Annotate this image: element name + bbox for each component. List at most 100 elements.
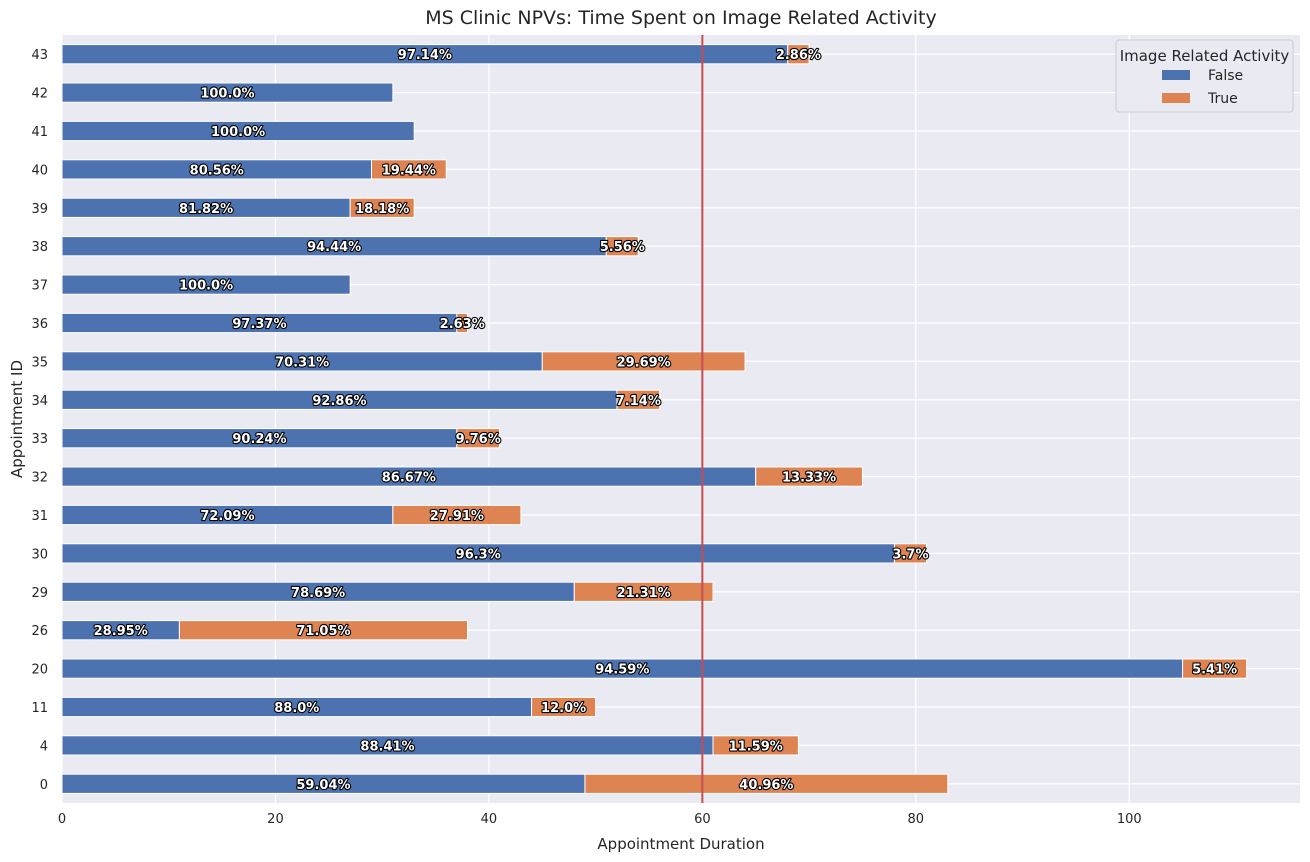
chart-title: MS Clinic NPVs: Time Spent on Image Rela…	[425, 7, 937, 29]
x-tick-labels: 0 20 40 60 80 100	[58, 812, 1142, 827]
y-tick-label: 31	[31, 509, 48, 524]
bar-false	[61, 120, 415, 142]
bar-value-label: 100.0%	[200, 87, 254, 102]
x-tick-label: 20	[267, 812, 284, 827]
bar-value-label: 96.3%	[456, 547, 501, 562]
bar-true	[456, 312, 469, 334]
bar-true	[392, 504, 522, 526]
y-tick-label: 42	[31, 87, 48, 102]
x-tick-label: 0	[58, 812, 66, 827]
bar-value-label: 12.0%	[541, 701, 586, 716]
bar-labels: 59.04% 40.96% 88.41% 11.59% 88.0% 12.0% 94.59%…	[93, 47, 1239, 794]
bar-true	[456, 428, 501, 449]
bar-true	[349, 197, 415, 218]
bar-value-label: 27.91%	[430, 509, 484, 524]
bar-value-label: 29.69%	[617, 355, 671, 370]
bar-value-label: 28.95%	[94, 624, 148, 639]
bar-true	[1182, 658, 1248, 679]
bar-value-label: 72.09%	[200, 509, 254, 524]
x-tick-label: 80	[908, 812, 925, 827]
legend-box	[1115, 39, 1294, 113]
y-tick-label: 30	[31, 547, 48, 562]
legend-title: Image Related Activity	[1120, 47, 1290, 65]
y-tick-label: 43	[31, 48, 48, 63]
bar-value-label: 94.44%	[307, 240, 361, 255]
y-tick-label: 36	[31, 317, 48, 332]
bar-value-label: 80.56%	[190, 163, 244, 178]
bar-true	[893, 543, 927, 564]
bar-value-label: 97.14%	[398, 48, 452, 63]
bar-value-label: 97.37%	[232, 317, 286, 332]
y-tick-label: 39	[31, 202, 48, 217]
legend-label-true: True	[1207, 91, 1238, 107]
bar-value-label: 92.86%	[312, 394, 366, 409]
y-tick-label: 33	[31, 432, 48, 447]
bar-true	[616, 389, 661, 410]
bar-value-label: 40.96%	[739, 778, 793, 793]
y-tick-label: 32	[31, 471, 48, 486]
bar-true	[531, 696, 597, 718]
bar-value-label: 59.04%	[296, 778, 350, 793]
y-tick-label: 37	[31, 279, 48, 294]
y-tick-label: 34	[31, 394, 48, 409]
x-tick-label: 40	[481, 812, 498, 827]
bar-value-label: 13.33%	[782, 471, 836, 486]
x-axis-label: Appointment Duration	[597, 835, 764, 853]
bar-true	[541, 351, 746, 372]
bar-value-label: 9.76%	[456, 432, 501, 447]
bar-value-label: 88.41%	[360, 739, 414, 754]
bar-false	[61, 274, 351, 295]
bar-value-label: 5.56%	[600, 240, 645, 255]
bar-true	[178, 620, 469, 641]
y-tick-label: 40	[31, 163, 48, 178]
x-tick-label: 100	[1117, 812, 1142, 827]
y-tick-label: 26	[31, 624, 48, 639]
bar-value-label: 21.31%	[617, 586, 671, 601]
bar-true	[787, 44, 810, 65]
legend: Image Related Activity False True	[1115, 39, 1294, 113]
legend-swatch-false	[1162, 70, 1190, 80]
legend-items: False True	[1162, 68, 1243, 107]
bar-value-label: 7.14%	[616, 394, 661, 409]
bar-true	[755, 466, 863, 487]
bar-value-label: 70.31%	[275, 355, 329, 370]
bar-true	[573, 581, 714, 602]
bar-false	[61, 82, 394, 103]
bar-value-label: 86.67%	[382, 471, 436, 486]
bar-value-label: 90.24%	[232, 432, 286, 447]
y-tick-label: 38	[31, 240, 48, 255]
bar-true	[605, 236, 639, 257]
bar-value-label: 100.0%	[211, 125, 265, 140]
bar-value-label: 18.18%	[355, 202, 409, 217]
y-tick-label: 29	[31, 586, 48, 601]
bar-value-label: 88.0%	[274, 701, 319, 716]
bar-value-label: 19.44%	[382, 163, 436, 178]
y-tick-label: 11	[31, 701, 48, 716]
bar-value-label: 11.59%	[729, 739, 783, 754]
bar-value-label: 5.41%	[1192, 663, 1237, 678]
y-axis-label: Appointment ID	[8, 360, 26, 478]
plot-area	[62, 35, 1300, 803]
bar-value-label: 100.0%	[179, 279, 233, 294]
y-tick-label: 41	[31, 125, 48, 140]
bar-value-label: 78.69%	[291, 586, 345, 601]
y-tick-label: 4	[40, 739, 48, 754]
bar-true	[584, 773, 949, 794]
bars-group	[61, 44, 1248, 794]
bar-value-label: 2.63%	[440, 317, 485, 332]
y-tick-label: 20	[31, 663, 48, 678]
bar-value-label: 81.82%	[179, 202, 233, 217]
y-tick-labels: 0 4 11 20 26 29 30 31 32 33 34 35 36 37 38 39 40 41 42 43	[31, 48, 48, 793]
y-tick-label: 35	[31, 355, 48, 370]
x-tick-label: 60	[694, 812, 711, 827]
bar-value-label: 71.05%	[296, 624, 350, 639]
bar-value-label: 94.59%	[595, 663, 649, 678]
y-tick-label: 0	[40, 778, 48, 793]
bar-value-label: 2.86%	[776, 48, 821, 63]
bar-value-label: 3.7%	[892, 547, 928, 562]
legend-swatch-true	[1162, 93, 1190, 103]
bar-true	[371, 159, 447, 180]
legend-label-false: False	[1208, 68, 1243, 84]
bar-true	[712, 735, 799, 756]
